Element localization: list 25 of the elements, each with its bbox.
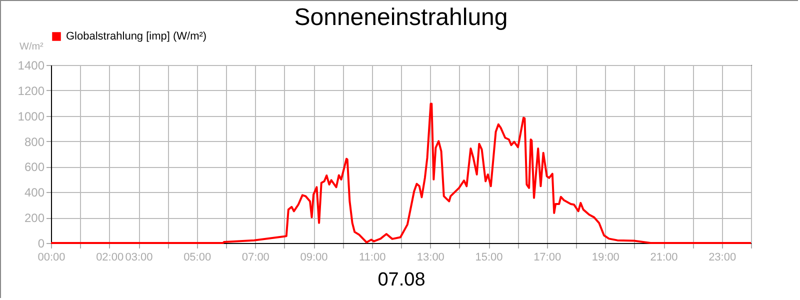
y-tick-label: 1200 — [18, 84, 45, 98]
x-tick-label: 02:00 — [96, 252, 124, 264]
x-tick-label: 05:00 — [184, 252, 212, 264]
legend-label: Globalstrahlung [imp] (W/m²) — [66, 30, 207, 42]
y-axis-title: W/m² — [20, 42, 44, 52]
x-tick-label: 03:00 — [125, 252, 153, 264]
x-tick-label: 00:00 — [38, 252, 66, 264]
y-tick-label: 0 — [38, 236, 45, 250]
y-tick-label: 400 — [24, 186, 45, 200]
x-tick-label: 13:00 — [416, 252, 444, 264]
y-tick-label: 600 — [24, 160, 45, 174]
x-tick-label: 19:00 — [592, 252, 620, 264]
x-tick-label: 15:00 — [475, 252, 503, 264]
chart-title: Sonneneinstrahlung — [294, 4, 508, 31]
x-tick-label: 23:00 — [708, 252, 736, 264]
x-tick-label: 21:00 — [650, 252, 678, 264]
y-tick-label: 1000 — [18, 109, 45, 124]
y-tick-label: 1400 — [18, 58, 45, 72]
x-axis-title: 07.08 — [378, 270, 426, 290]
y-tick-label: 200 — [24, 211, 45, 226]
y-tick-label: 800 — [24, 134, 45, 149]
x-tick-label: 09:00 — [300, 252, 328, 264]
x-tick-label: 17:00 — [534, 252, 562, 264]
x-tick-label: 07:00 — [242, 252, 270, 264]
x-tick-label: 11:00 — [358, 252, 386, 264]
